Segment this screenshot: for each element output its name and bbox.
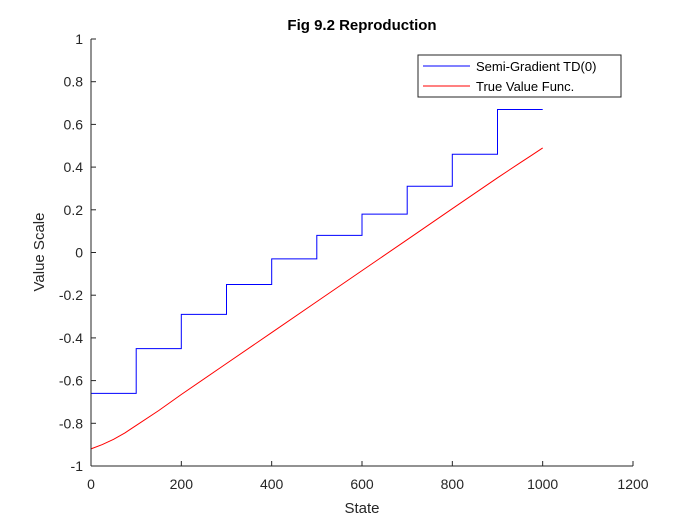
- legend-box: [417, 54, 622, 98]
- y-axis-label: Value Scale: [31, 213, 48, 292]
- y-tick-label: 0.2: [64, 202, 84, 218]
- y-tick-label: -0.2: [59, 287, 83, 303]
- y-tick-label: -1: [71, 458, 84, 474]
- chart-title: Fig 9.2 Reproduction: [287, 17, 436, 34]
- x-tick-label: 0: [87, 476, 95, 492]
- legend[interactable]: Semi-Gradient TD(0) True Value Func.: [417, 54, 622, 98]
- x-tick-label: 1000: [527, 476, 558, 492]
- x-tick-label: 200: [170, 476, 194, 492]
- x-tick-label: 600: [350, 476, 374, 492]
- legend-label-true-value: True Value Func.: [476, 79, 574, 94]
- y-tick-label: 1: [75, 31, 83, 47]
- y-tick-label: 0: [75, 245, 83, 261]
- y-tick-label: 0.8: [64, 74, 84, 90]
- ticks-layer: 0 200 400 600 800 1000 1200 -1 -0.8 -0.6 -0.4 -0.2 0…: [59, 31, 649, 492]
- legend-label-td0: Semi-Gradient TD(0): [476, 59, 596, 74]
- series-layer: [90, 109, 543, 450]
- y-tick-label: 0.4: [64, 159, 84, 175]
- x-tick-label: 800: [441, 476, 465, 492]
- x-tick-label: 1200: [617, 476, 648, 492]
- y-tick-label: -0.8: [59, 415, 83, 431]
- y-tick-label: -0.6: [59, 373, 83, 389]
- x-axis-label: State: [344, 500, 379, 517]
- series-line-true-value-func: [90, 147, 543, 450]
- y-tick-label: 0.6: [64, 116, 84, 132]
- series-line-semi-gradient-td0: [91, 109, 543, 394]
- y-tick-label: -0.4: [59, 330, 83, 346]
- x-tick-label: 400: [260, 476, 284, 492]
- plot-area: [91, 39, 633, 466]
